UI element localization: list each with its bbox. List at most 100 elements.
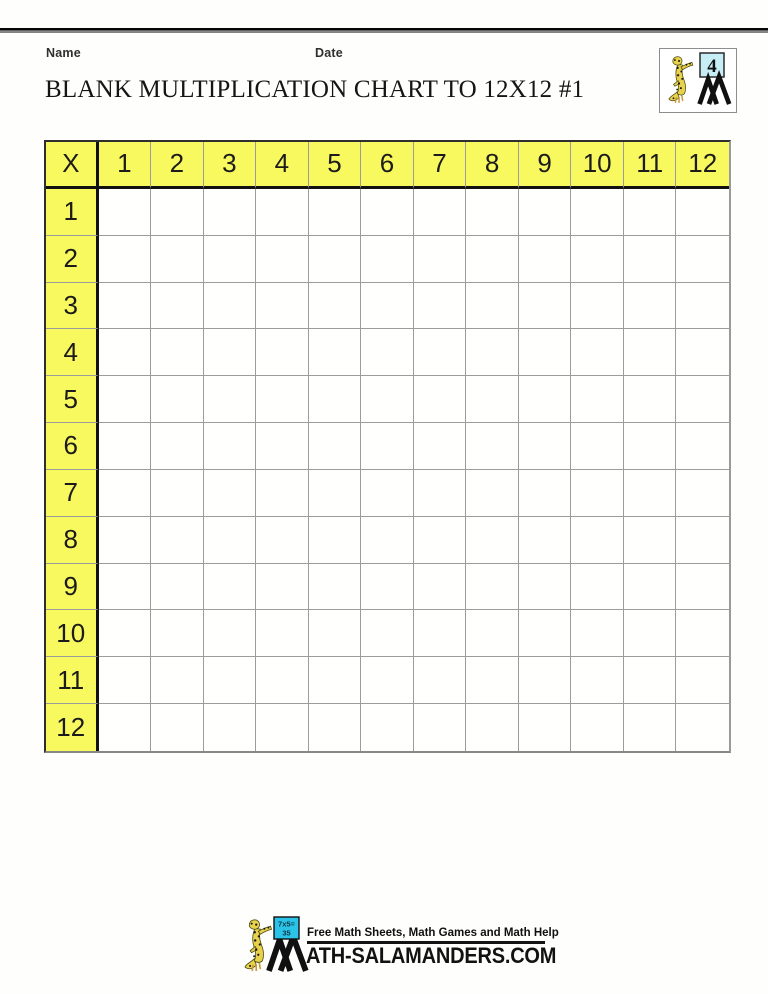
grid-cell-2x12: [676, 235, 729, 283]
grid-cell-7x9: [518, 469, 572, 517]
sign-equation-top: 7x5=: [278, 920, 296, 929]
grid-cell-4x7: [413, 329, 467, 377]
grid-cell-2x8: [466, 235, 519, 283]
grid-cell-3x10: [571, 282, 624, 330]
grid-cell-11x3: [203, 657, 257, 705]
grid-cell-5x11: [623, 376, 677, 424]
grid-cell-4x11: [623, 329, 677, 377]
grid-cell-4x10: [571, 329, 624, 377]
grid-cell-1x3: [203, 188, 257, 236]
grid-cell-4x3: [203, 329, 257, 377]
grid-cell-12x8: [466, 704, 519, 751]
grid-cell-2x2: [151, 235, 204, 283]
column-header-5: 5: [308, 142, 362, 189]
column-header-7: 7: [413, 142, 467, 189]
grid-cell-1x10: [571, 188, 624, 236]
page-title: BLANK MULTIPLICATION CHART TO 12X12 #1: [45, 76, 585, 103]
grid-cell-8x11: [623, 516, 677, 564]
grid-cell-7x6: [361, 469, 414, 517]
grid-cell-10x4: [256, 610, 309, 658]
number-badge-icon: [699, 52, 725, 78]
grid-cell-5x1: [98, 376, 152, 424]
grid-cell-12x5: [308, 704, 362, 751]
grid-cell-1x9: [518, 188, 572, 236]
grid-cell-11x5: [308, 657, 362, 705]
column-header-9: 9: [518, 142, 572, 189]
grid-cell-8x12: [676, 516, 729, 564]
grid-cell-10x3: [203, 610, 257, 658]
grid-cell-11x7: [413, 657, 467, 705]
grid-cell-10x6: [361, 610, 414, 658]
grid-cell-11x10: [571, 657, 624, 705]
sign-board-icon: [273, 916, 300, 940]
grid-cell-7x4: [256, 469, 309, 517]
badge-number: 4: [707, 56, 717, 77]
column-header-11: 11: [623, 142, 677, 189]
grid-cell-11x11: [623, 657, 677, 705]
grid-cell-9x9: [518, 563, 572, 611]
grid-cell-3x1: [98, 282, 152, 330]
grid-cell-1x6: [361, 188, 414, 236]
grid-cell-7x12: [676, 469, 729, 517]
grid-cell-3x3: [203, 282, 257, 330]
grid-cell-9x11: [623, 563, 677, 611]
grid-cell-6x2: [151, 423, 204, 470]
grid-cell-5x4: [256, 376, 309, 424]
grid-cell-5x10: [571, 376, 624, 424]
grid-cell-3x4: [256, 282, 309, 330]
grid-cell-12x10: [571, 704, 624, 751]
grid-cell-1x5: [308, 188, 362, 236]
column-header-12: 12: [676, 142, 729, 189]
grid-cell-12x6: [361, 704, 414, 751]
grid-cell-4x2: [151, 329, 204, 377]
grid-cell-9x7: [413, 563, 467, 611]
salamander-icon: [668, 55, 694, 104]
grid-cell-9x3: [203, 563, 257, 611]
site-wordmark: ATH-SALAMANDERS.COM: [306, 944, 557, 969]
grid-cell-2x10: [571, 235, 624, 283]
grid-cell-8x2: [151, 516, 204, 564]
column-header-4: 4: [256, 142, 309, 189]
grid-cell-12x3: [203, 704, 257, 751]
grid-cell-5x6: [361, 376, 414, 424]
grid-cell-2x5: [308, 235, 362, 283]
grid-cell-6x4: [256, 423, 309, 470]
grid-cell-6x9: [518, 423, 572, 470]
grid-cell-9x5: [308, 563, 362, 611]
column-header-1: 1: [98, 142, 152, 189]
grid-cell-7x2: [151, 469, 204, 517]
grid-cell-11x9: [518, 657, 572, 705]
grid-cell-7x5: [308, 469, 362, 517]
corner-cell: X: [46, 142, 99, 189]
grid-cell-11x2: [151, 657, 204, 705]
header-logo-graphic: 4: [668, 52, 736, 112]
salamander-icon: [244, 919, 273, 972]
m-mark-icon: [269, 937, 306, 971]
grid-cell-3x11: [623, 282, 677, 330]
footer-divider: [307, 941, 545, 944]
name-label: Name: [46, 46, 81, 60]
grid-cell-7x8: [466, 469, 519, 517]
grid-cell-7x3: [203, 469, 257, 517]
row-header-4: 4: [46, 329, 99, 377]
grid-cell-1x2: [151, 188, 204, 236]
row-header-9: 9: [46, 563, 99, 611]
grid-cell-4x1: [98, 329, 152, 377]
row-header-1: 1: [46, 188, 99, 236]
grid-cell-5x2: [151, 376, 204, 424]
grid-cell-7x10: [571, 469, 624, 517]
grid-cell-2x6: [361, 235, 414, 283]
grid-cell-10x5: [308, 610, 362, 658]
header-logo: 4: [659, 48, 737, 113]
footer-logo: 7x5= 35: [241, 915, 315, 975]
multiplication-grid: X 1 2 3 4 5 6 7 8 9 10 11 12 1 2 3 4 5 6 7 8 9 10 11 12: [44, 140, 731, 753]
grid-cell-5x12: [676, 376, 729, 424]
grid-cell-7x1: [98, 469, 152, 517]
grid-cell-1x8: [466, 188, 519, 236]
grid-cell-6x12: [676, 423, 729, 470]
grid-cell-3x12: [676, 282, 729, 330]
grid-cell-9x1: [98, 563, 152, 611]
row-header-2: 2: [46, 235, 99, 283]
grid-cell-4x9: [518, 329, 572, 377]
